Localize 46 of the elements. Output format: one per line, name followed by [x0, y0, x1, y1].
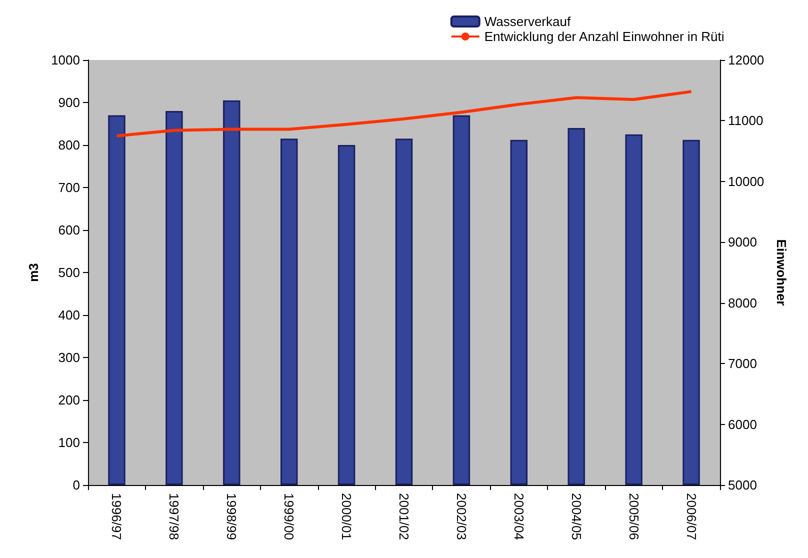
- bar: [223, 100, 240, 485]
- x-tick-label: 2003/04: [511, 493, 526, 540]
- x-tick-label: 1997/98: [166, 493, 182, 540]
- y-tick-label: 1000: [51, 52, 80, 68]
- legend-label: Wasserverkauf: [484, 14, 571, 29]
- bar: [166, 111, 183, 485]
- x-tick-label: 1998/99: [224, 493, 240, 540]
- bar: [682, 140, 700, 485]
- y-tick-label: 300: [58, 350, 80, 365]
- y-tick-label: 800: [58, 138, 80, 152]
- bar: [568, 128, 585, 485]
- x-tick-label: 2006/07: [684, 493, 699, 540]
- bar: [510, 140, 528, 485]
- y-tick-label: 500: [58, 265, 80, 280]
- bar: [108, 115, 126, 485]
- y-tick-label: 400: [58, 308, 80, 322]
- y-tick-label: 900: [58, 95, 80, 110]
- y-tick-label: 700: [58, 180, 80, 195]
- y2-tick-label: 10000: [728, 174, 764, 189]
- y2-tick-label: 11000: [728, 113, 764, 128]
- y-tick-label: 200: [58, 392, 80, 408]
- bar: [625, 134, 642, 485]
- legend-label: Entwicklung der Anzahl Einwohner in Rüti: [484, 29, 724, 44]
- y2-tick-label: 12000: [728, 52, 764, 68]
- x-tick-label: 2000/01: [339, 493, 354, 540]
- x-tick-label: 2004/05: [568, 493, 584, 540]
- line-series: [115, 90, 693, 138]
- y2-tick-label: 7000: [728, 356, 757, 372]
- x-tick-label: 1996/97: [109, 493, 124, 540]
- x-tick-label: 2002/03: [454, 493, 469, 540]
- y2-tick-label: 5000: [728, 478, 757, 492]
- y-tick-label: 0: [72, 478, 80, 492]
- bar: [338, 145, 356, 485]
- y2-axis-title: Einwohner: [774, 239, 790, 306]
- x-tick-label: 2001/02: [396, 493, 412, 540]
- bar: [280, 138, 298, 485]
- x-tick-label: 2005/06: [626, 493, 642, 540]
- y2-tick-label: 8000: [728, 295, 757, 310]
- y-axis-title: m3: [26, 263, 41, 282]
- bar: [395, 138, 413, 485]
- y2-tick-label: 9000: [728, 234, 757, 250]
- x-tick-label: 1999/00: [282, 493, 297, 540]
- y2-tick-label: 6000: [728, 416, 757, 432]
- y-tick-label: 600: [58, 222, 80, 238]
- y-tick-label: 100: [58, 435, 80, 450]
- bar: [452, 115, 470, 485]
